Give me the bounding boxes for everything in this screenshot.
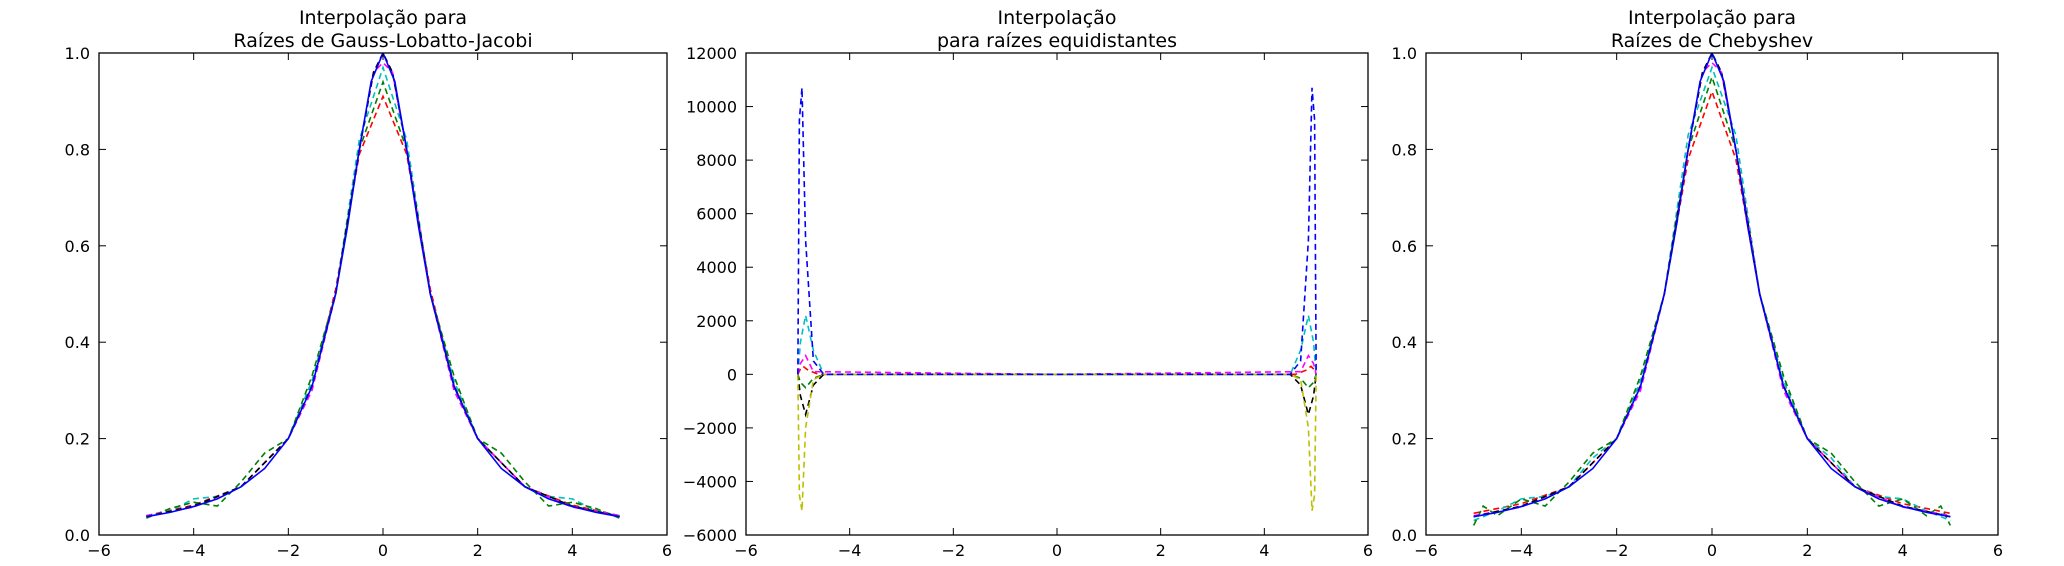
y-tick-label-0-0: 0.0 — [65, 526, 90, 545]
y-tick-label-2000: −2000 — [683, 419, 737, 438]
x-tick-label-6: 6 — [662, 541, 672, 560]
chart-title-line-1: Interpolação para — [299, 7, 467, 29]
series-line-4 — [797, 353, 1317, 376]
plot-area — [1472, 53, 1952, 526]
series-line-1 — [797, 373, 1317, 389]
x-tick-label-2: −2 — [277, 541, 301, 560]
x-tick-label-0: 0 — [1052, 541, 1062, 560]
series-line-5 — [797, 373, 1317, 512]
y-tick-label-0-6: 0.6 — [65, 237, 90, 256]
series-line-4 — [1473, 53, 1951, 518]
x-tick-label-6: −6 — [87, 541, 111, 560]
series-line-5 — [146, 53, 620, 518]
y-tick-label-0-2: 0.2 — [65, 430, 90, 449]
y-tick-label-1-0: 1.0 — [65, 44, 90, 63]
series-line-1 — [1473, 65, 1951, 522]
y-tick-label-12000: 12000 — [686, 44, 737, 63]
series-line-3 — [146, 61, 620, 517]
subplot-gauss-lobatto-jacobi: −6 −4 −2 0 2 4 6 0.0 0.2 0.4 0.6 0.8 1.0 Interpolação… — [65, 7, 673, 560]
y-tick-label-0-4: 0.4 — [1392, 333, 1417, 352]
x-tick-label-0: 0 — [1707, 541, 1717, 560]
chart-title-line-2: para raízes equidistantes — [937, 30, 1177, 52]
axes-frame — [1425, 52, 1999, 536]
axes-frame — [98, 52, 668, 536]
subplot-equidistant: −6 −4 −2 0 2 4 6 −6000 −4000 −2000 0 2000 4000 6000 80… — [683, 7, 1373, 560]
x-tick-label-4: −4 — [838, 541, 862, 560]
x-tick-label-6: −6 — [1414, 541, 1438, 560]
x-tick-label-2: −2 — [1605, 541, 1629, 560]
y-tick-label-0-2: 0.2 — [1392, 430, 1417, 449]
y-tick-label-0-8: 0.8 — [1392, 140, 1417, 159]
y-tick-label-0-0: 0.0 — [1392, 526, 1417, 545]
y-tick-label-10000: 10000 — [686, 98, 737, 117]
x-tick-label-0: 0 — [378, 541, 388, 560]
chart-title-line-1: Interpolação — [998, 7, 1117, 29]
series-line-2 — [1472, 74, 1952, 526]
y-tick-label-2000: 2000 — [696, 312, 737, 331]
y-tick-label-1-0: 1.0 — [1392, 44, 1417, 63]
y-tick-label-0-4: 0.4 — [65, 333, 90, 352]
chart-title-line-2: Raízes de Chebyshev — [1611, 30, 1813, 52]
x-tick-label-2: 2 — [473, 541, 483, 560]
chart-title-line-1: Interpolação para — [1628, 7, 1796, 29]
series-line-2 — [797, 315, 1317, 376]
chart-title-line-2: Raízes de Gauss-Lobatto-Jacobi — [233, 30, 532, 52]
x-tick-label-6: 6 — [1993, 541, 2003, 560]
y-tick-label-6000: −6000 — [683, 526, 737, 545]
y-tick-label-8000: 8000 — [696, 151, 737, 170]
x-tick-label-4: 4 — [1259, 541, 1269, 560]
x-tick-label-2: 2 — [1802, 541, 1812, 560]
series-line-6 — [797, 87, 1317, 376]
x-tick-label-2: 2 — [1156, 541, 1166, 560]
x-tick-label-6: 6 — [1363, 541, 1373, 560]
x-tick-label-6: −6 — [734, 541, 758, 560]
x-tick-label-4: −4 — [1510, 541, 1534, 560]
x-tick-label-2: −2 — [942, 541, 966, 560]
plot-area — [797, 87, 1317, 512]
x-tick-label-4: 4 — [1898, 541, 1908, 560]
y-tick-label-0: 0 — [727, 365, 737, 384]
series-line-4 — [146, 53, 620, 518]
series-line-3 — [1473, 61, 1951, 517]
x-tick-label-4: −4 — [182, 541, 206, 560]
y-tick-label-0-8: 0.8 — [65, 140, 90, 159]
axes-frame — [745, 52, 1369, 536]
plot-area — [146, 53, 620, 519]
series-line-0 — [1473, 89, 1951, 515]
y-tick-label-4000: −4000 — [683, 472, 737, 491]
series-line-2 — [146, 79, 620, 519]
x-tick-label-4: 4 — [567, 541, 577, 560]
series-line-1 — [146, 64, 620, 517]
series-line-0 — [146, 94, 620, 517]
series-line-3 — [797, 373, 1317, 418]
subplot-chebyshev: −6 −4 −2 0 2 4 6 0.0 0.2 0.4 0.6 0.8 1.0 Interpolação… — [1392, 7, 2004, 560]
y-tick-label-0-6: 0.6 — [1392, 237, 1417, 256]
series-line-5 — [1473, 53, 1951, 518]
y-tick-label-4000: 4000 — [696, 258, 737, 277]
y-tick-label-6000: 6000 — [696, 205, 737, 224]
